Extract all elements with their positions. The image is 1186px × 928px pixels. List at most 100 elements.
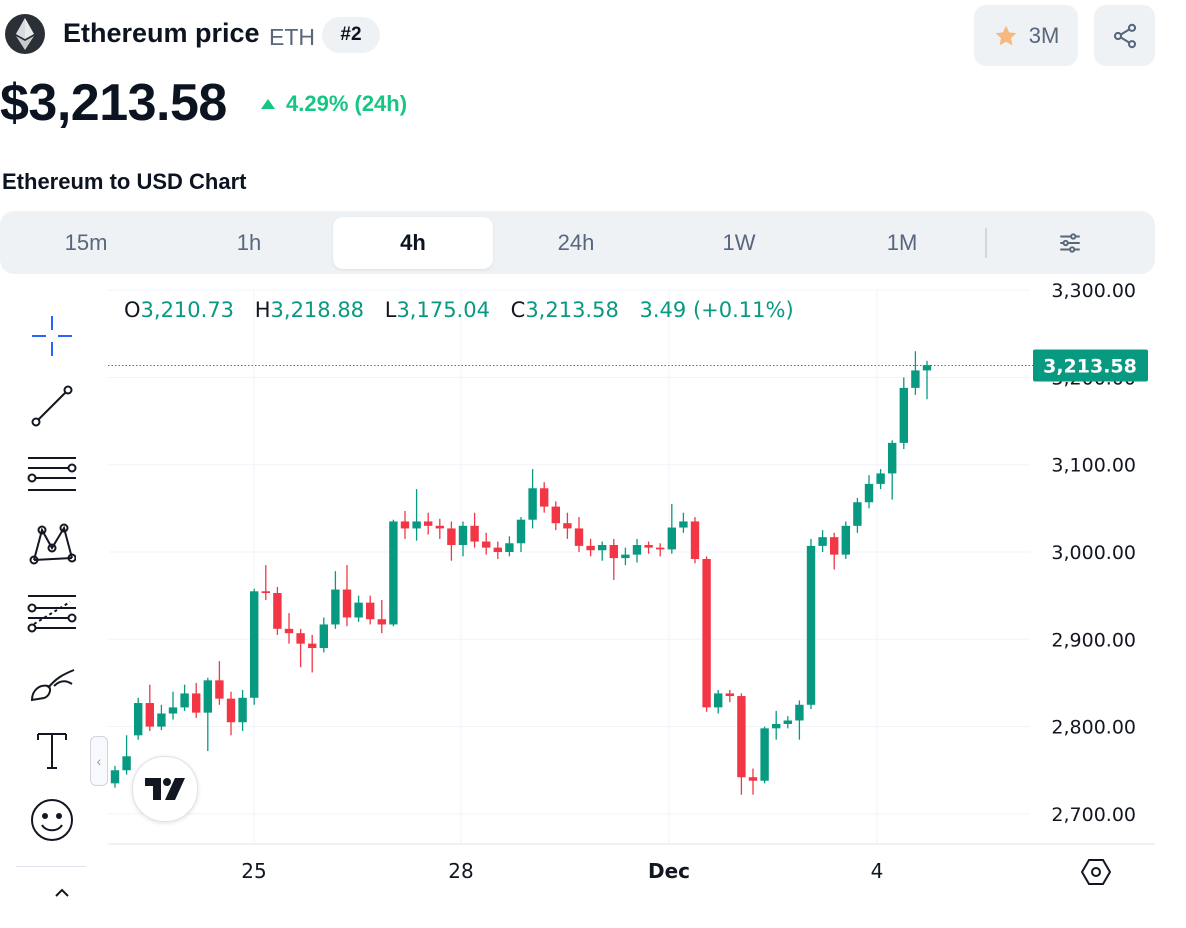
crosshair-tool[interactable] [22, 308, 82, 364]
candle-body [238, 697, 247, 723]
candle-body [598, 545, 607, 551]
candle-body [760, 728, 769, 781]
tradingview-logo-icon [145, 778, 185, 800]
candle-body [783, 720, 792, 724]
hexagon-settings-icon[interactable] [1080, 856, 1112, 888]
open-value: 3,210.73 [140, 298, 235, 322]
watchlist-button[interactable]: 3M [974, 5, 1078, 66]
candle [888, 440, 897, 500]
candle [192, 682, 201, 718]
candle-body [203, 680, 212, 713]
candles [108, 351, 1034, 795]
share-button[interactable] [1094, 5, 1155, 66]
x-tick-label: Dec [648, 859, 690, 883]
candle-body [435, 525, 444, 529]
candle [876, 469, 885, 490]
triangle-up-icon [261, 99, 275, 109]
candle [667, 503, 676, 554]
candle [458, 521, 468, 557]
candle-body [482, 541, 491, 548]
candle [447, 521, 456, 561]
candle [157, 704, 166, 731]
candle [748, 768, 758, 795]
candle [772, 710, 781, 740]
trend-line-tool[interactable] [22, 378, 82, 434]
horizontal-lines-icon [27, 457, 77, 491]
chart-settings-button[interactable] [1040, 219, 1100, 267]
candle [818, 530, 827, 552]
candle [516, 517, 526, 552]
tab-1h[interactable]: 1h [236, 230, 262, 255]
candle [528, 469, 537, 529]
collapse-toolbar-handle[interactable]: ‹ [90, 736, 108, 786]
text-tool[interactable] [22, 722, 82, 778]
chevron-left-icon: ‹ [96, 753, 102, 769]
candle-body [192, 693, 201, 713]
candle-body [308, 643, 317, 649]
candle-body [853, 502, 862, 526]
candle [911, 351, 920, 395]
brush-tool[interactable] [22, 654, 82, 710]
candle-body [331, 589, 340, 625]
candle [377, 600, 386, 634]
chart-grid [108, 289, 1030, 843]
candle [261, 565, 270, 601]
tab-15m[interactable]: 15m [64, 230, 108, 255]
last-price-label: 3,213.58 [1043, 356, 1137, 378]
candle [899, 377, 908, 449]
y-axis: 3,300.003,200.003,100.003,000.002,900.00… [1033, 280, 1148, 826]
candle-body [748, 777, 758, 781]
candle-body [458, 525, 468, 546]
current-price: $3,213.58 [0, 74, 227, 132]
fib-tool[interactable] [22, 584, 82, 640]
candle-body [412, 521, 421, 529]
candle [632, 538, 642, 563]
candle [737, 693, 746, 795]
tradingview-logo[interactable] [132, 756, 198, 822]
candle [493, 541, 502, 559]
candle-body [911, 370, 920, 388]
tab-1m[interactable]: 1M [886, 230, 918, 255]
y-tick-label: 3,000.00 [1051, 542, 1136, 564]
candle-body [551, 506, 560, 524]
candle-body [284, 628, 294, 634]
candle-body [354, 602, 363, 618]
candle [690, 517, 700, 564]
rank-badge: #2 [322, 17, 380, 53]
tab-1w[interactable]: 1W [722, 230, 756, 255]
candle [551, 501, 560, 531]
candle [586, 538, 595, 557]
pattern-tool[interactable] [22, 514, 82, 570]
candle-body [574, 528, 584, 546]
candle-body [632, 545, 642, 555]
candle [482, 532, 491, 555]
candle [830, 532, 839, 570]
candle [319, 617, 328, 653]
candle [284, 613, 294, 644]
candle [122, 735, 131, 775]
candle-body [389, 521, 398, 625]
tab-24h[interactable]: 24h [557, 230, 595, 255]
tab-4h[interactable]: 4h [333, 217, 493, 269]
x-tick-label: 25 [241, 859, 266, 883]
y-tick-label: 3,100.00 [1051, 455, 1136, 477]
candle [656, 543, 665, 557]
candle [470, 512, 479, 548]
candle-body [342, 589, 352, 618]
candle-body [737, 696, 746, 778]
emoji-tool[interactable] [22, 792, 82, 848]
price-change: 4.29% (24h) [260, 91, 407, 117]
emoji-icon [31, 799, 73, 841]
candle-body [644, 545, 653, 548]
candle [250, 588, 259, 705]
horizontal-lines-tool[interactable] [22, 446, 82, 502]
candle-body [424, 521, 433, 526]
candle [226, 691, 236, 736]
chevron-up-icon[interactable] [52, 885, 72, 899]
candle-body [110, 770, 120, 784]
candle-body [470, 525, 479, 542]
price-change-text: 4.29% (24h) [286, 91, 408, 116]
candle-body [876, 473, 885, 484]
high-label: H [254, 298, 271, 322]
